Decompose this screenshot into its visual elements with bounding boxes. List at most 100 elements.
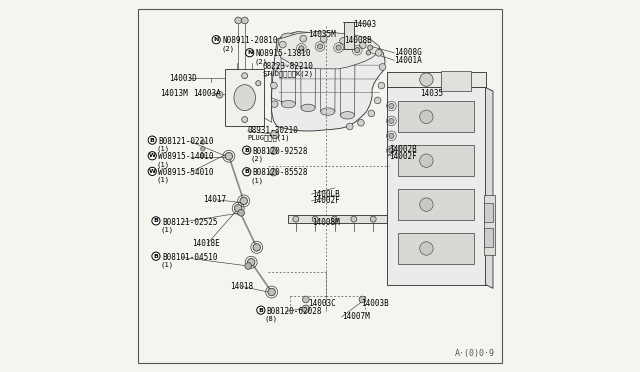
- Circle shape: [303, 296, 309, 303]
- Text: 14003D: 14003D: [170, 74, 197, 83]
- Text: B: B: [154, 218, 158, 223]
- Ellipse shape: [340, 44, 355, 52]
- Bar: [398, 232, 474, 264]
- Circle shape: [321, 36, 327, 42]
- Circle shape: [270, 147, 277, 154]
- Circle shape: [152, 217, 160, 225]
- Text: (1): (1): [156, 161, 170, 168]
- Circle shape: [332, 216, 337, 222]
- Text: B08101-04510: B08101-04510: [162, 253, 218, 262]
- Circle shape: [241, 17, 248, 24]
- Text: (1): (1): [160, 262, 173, 268]
- Circle shape: [368, 110, 374, 117]
- Circle shape: [358, 119, 364, 126]
- Text: 14003A: 14003A: [193, 89, 221, 98]
- Text: B08120-85528: B08120-85528: [253, 169, 308, 177]
- Circle shape: [374, 97, 381, 104]
- Text: B08121-02525: B08121-02525: [162, 218, 218, 227]
- Text: (8): (8): [265, 315, 278, 322]
- Text: 14002F: 14002F: [389, 152, 417, 161]
- Text: W08915-14010: W08915-14010: [158, 153, 214, 161]
- Polygon shape: [387, 72, 486, 87]
- Circle shape: [367, 45, 373, 50]
- Circle shape: [272, 64, 278, 70]
- Text: 14001A: 14001A: [394, 56, 422, 65]
- Circle shape: [256, 81, 261, 86]
- Ellipse shape: [321, 41, 335, 49]
- Text: N: N: [214, 37, 219, 42]
- Circle shape: [389, 118, 394, 124]
- Circle shape: [246, 49, 254, 57]
- Text: 14018: 14018: [230, 282, 253, 291]
- Circle shape: [200, 140, 205, 144]
- Bar: [484, 195, 495, 255]
- Text: 08223-82210: 08223-82210: [262, 62, 313, 71]
- Ellipse shape: [301, 37, 316, 45]
- Circle shape: [389, 148, 394, 153]
- Circle shape: [299, 46, 304, 51]
- Text: 14003: 14003: [353, 20, 376, 29]
- Text: (2): (2): [251, 155, 264, 162]
- Polygon shape: [271, 32, 385, 131]
- Text: B: B: [259, 308, 263, 312]
- Circle shape: [148, 136, 156, 144]
- Text: 14018E: 14018E: [191, 239, 220, 248]
- Bar: [398, 101, 474, 132]
- Polygon shape: [225, 69, 264, 126]
- Text: B08121-02210: B08121-02210: [158, 137, 214, 146]
- Bar: [289, 215, 387, 223]
- Text: 14003C: 14003C: [308, 299, 336, 308]
- Circle shape: [355, 48, 360, 53]
- Circle shape: [248, 259, 255, 266]
- Bar: [484, 203, 493, 222]
- Ellipse shape: [234, 85, 255, 110]
- Text: N08911-20810: N08911-20810: [222, 36, 278, 45]
- Circle shape: [351, 216, 357, 222]
- Circle shape: [216, 92, 223, 98]
- Circle shape: [212, 36, 220, 44]
- Circle shape: [389, 133, 394, 138]
- Polygon shape: [277, 32, 380, 69]
- Polygon shape: [486, 87, 493, 288]
- Text: 14017: 14017: [203, 195, 226, 204]
- Circle shape: [271, 131, 278, 139]
- Text: (2): (2): [255, 59, 268, 65]
- Text: B: B: [150, 138, 155, 142]
- Circle shape: [152, 252, 160, 260]
- Circle shape: [376, 49, 382, 56]
- Circle shape: [148, 167, 156, 176]
- Text: W08915-54010: W08915-54010: [158, 168, 214, 177]
- Text: N: N: [247, 50, 252, 55]
- Text: W: W: [148, 169, 156, 174]
- Text: 14013M: 14013M: [160, 89, 188, 98]
- Circle shape: [271, 82, 277, 89]
- Text: B: B: [244, 169, 249, 174]
- Circle shape: [420, 154, 433, 167]
- Ellipse shape: [281, 33, 296, 41]
- Text: B: B: [244, 148, 249, 153]
- Ellipse shape: [321, 108, 335, 115]
- Text: B08120-92528: B08120-92528: [253, 147, 308, 156]
- Circle shape: [234, 205, 242, 212]
- Circle shape: [271, 101, 278, 108]
- Circle shape: [225, 153, 232, 160]
- Ellipse shape: [301, 104, 315, 112]
- Text: N08915-13810: N08915-13810: [255, 49, 311, 58]
- Circle shape: [253, 244, 260, 251]
- Circle shape: [366, 51, 371, 55]
- Text: (1): (1): [160, 226, 173, 233]
- Bar: [484, 228, 493, 247]
- Circle shape: [293, 216, 299, 222]
- Circle shape: [243, 168, 251, 176]
- Polygon shape: [387, 87, 486, 285]
- Circle shape: [302, 305, 310, 312]
- Circle shape: [200, 147, 205, 151]
- Circle shape: [238, 209, 244, 216]
- Circle shape: [359, 296, 365, 303]
- Text: 14002B: 14002B: [389, 145, 417, 154]
- Bar: [398, 189, 474, 220]
- Text: 14002F: 14002F: [312, 196, 340, 205]
- Text: B: B: [154, 254, 158, 259]
- Text: B08120-62028: B08120-62028: [267, 307, 323, 316]
- Text: 14008M: 14008M: [312, 218, 340, 227]
